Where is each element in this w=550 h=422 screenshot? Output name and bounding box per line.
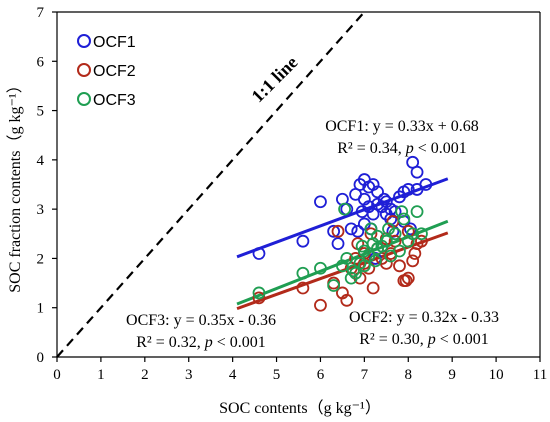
data-point-ocf1 [351, 224, 365, 238]
x-tick-label: 7 [361, 367, 369, 383]
data-point-ocf2 [408, 247, 422, 260]
data-point-ocf2 [393, 259, 406, 273]
data-point-ocf3 [338, 202, 352, 216]
data-point-ocf2 [296, 281, 310, 295]
y-tick-label: 2 [37, 251, 45, 267]
y-tick-label: 6 [37, 54, 45, 70]
x-tick-label: 8 [405, 367, 413, 383]
legend-item-ocf2: OCF2 [77, 63, 136, 80]
data-point-ocf2 [340, 293, 354, 307]
data-point-ocf1 [410, 165, 424, 179]
equation-ocf1: OCF1: y = 0.33x + 0.68 R² = 0.34, p < 0.… [325, 118, 479, 157]
data-point-ocf1 [377, 192, 391, 206]
data-point-ocf1 [401, 183, 415, 196]
legend-item-ocf3: OCF3 [77, 92, 136, 109]
x-tick-label: 0 [53, 367, 61, 383]
data-point-ocf3 [382, 222, 395, 236]
y-tick-label: 1 [37, 301, 45, 317]
y-ticks-group: 0 1 2 3 4 5 6 7 [37, 5, 57, 366]
data-point-ocf3 [368, 254, 382, 268]
one-to-one-line [56, 11, 366, 358]
data-point-ocf3 [395, 205, 409, 219]
data-point-ocf3 [379, 234, 393, 248]
legend: OCF1 OCF2 OCF3 [77, 34, 136, 109]
legend-label-ocf2: OCF2 [93, 63, 136, 80]
x-ticks-group: 0 1 2 3 4 5 6 7 8 9 10 11 [53, 357, 547, 383]
y-axis-title: SOC fraction contents（g kg⁻¹） [6, 77, 24, 292]
equation-ocf3-stats: R² = 0.32, p < 0.001 [136, 334, 266, 351]
y-tick-label: 4 [37, 153, 45, 169]
data-point-ocf3 [340, 252, 354, 265]
legend-marker-ocf2 [77, 63, 91, 77]
data-point-ocf3 [296, 266, 310, 280]
equation-ocf1-stats: R² = 0.34, p < 0.001 [337, 140, 467, 157]
data-point-ocf1 [331, 237, 345, 251]
data-point-ocf1 [327, 224, 341, 238]
data-point-ocf3 [346, 264, 360, 278]
equation-ocf2: OCF2: y = 0.32x - 0.33 R² = 0.30, p < 0.… [349, 309, 499, 348]
x-tick-label: 4 [229, 367, 237, 383]
x-tick-label: 6 [317, 367, 325, 383]
equation-ocf1-fit: OCF1: y = 0.33x + 0.68 [325, 118, 479, 135]
data-point-ocf1 [371, 185, 384, 199]
data-point-ocf1 [362, 200, 376, 214]
data-point-ocf2 [406, 254, 420, 268]
x-tick-label: 9 [448, 367, 456, 383]
data-point-ocf2 [401, 271, 415, 285]
data-point-ocf3 [327, 279, 341, 292]
data-point-ocf1 [252, 247, 266, 260]
data-point-ocf1 [296, 234, 310, 248]
data-point-ocf3 [393, 244, 406, 258]
data-point-ocf1 [419, 178, 433, 191]
data-point-ocf1 [314, 195, 327, 209]
data-point-ocf2 [399, 274, 413, 288]
equation-ocf3: OCF3: y = 0.35x - 0.36 R² = 0.32, p < 0.… [126, 312, 276, 351]
data-point-ocf3 [252, 286, 266, 300]
x-tick-label: 3 [185, 367, 193, 383]
data-point-ocf3 [364, 222, 378, 236]
data-point-ocf3 [406, 227, 420, 241]
plot-frame [56, 11, 541, 358]
data-point-ocf3 [410, 205, 424, 219]
equation-ocf2-stats: R² = 0.30, p < 0.001 [359, 331, 489, 348]
equation-ocf2-fit: OCF2: y = 0.32x - 0.33 [349, 309, 499, 326]
data-point-ocf2 [415, 234, 428, 248]
x-tick-label: 2 [141, 367, 149, 383]
x-tick-label: 11 [533, 367, 547, 383]
legend-item-ocf1: OCF1 [77, 34, 136, 51]
data-point-ocf1 [344, 222, 358, 236]
legend-marker-ocf1 [77, 34, 91, 48]
data-point-ocf3 [314, 261, 327, 275]
x-axis-title: SOC contents（g kg⁻¹） [219, 399, 381, 417]
legend-marker-ocf3 [77, 92, 91, 106]
y-tick-label: 5 [37, 104, 45, 120]
data-points-group [252, 155, 433, 312]
y-tick-label: 7 [37, 5, 45, 21]
legend-label-ocf3: OCF3 [93, 92, 136, 109]
data-point-ocf2 [314, 298, 327, 312]
one-to-one-line-label: 1:1 line [247, 52, 301, 106]
legend-label-ocf1: OCF1 [93, 34, 136, 51]
y-tick-label: 0 [37, 350, 45, 366]
x-tick-label: 1 [97, 367, 105, 383]
x-tick-label: 10 [489, 367, 504, 383]
data-point-ocf3 [397, 212, 411, 226]
equation-ocf3-fit: OCF3: y = 0.35x - 0.36 [126, 312, 276, 329]
data-point-ocf2 [366, 281, 380, 295]
data-point-ocf3 [355, 239, 369, 253]
x-tick-label: 5 [273, 367, 281, 383]
y-tick-label: 3 [37, 202, 45, 218]
data-point-ocf3 [415, 227, 428, 241]
data-point-ocf2 [331, 224, 345, 238]
data-point-ocf2 [252, 291, 266, 305]
